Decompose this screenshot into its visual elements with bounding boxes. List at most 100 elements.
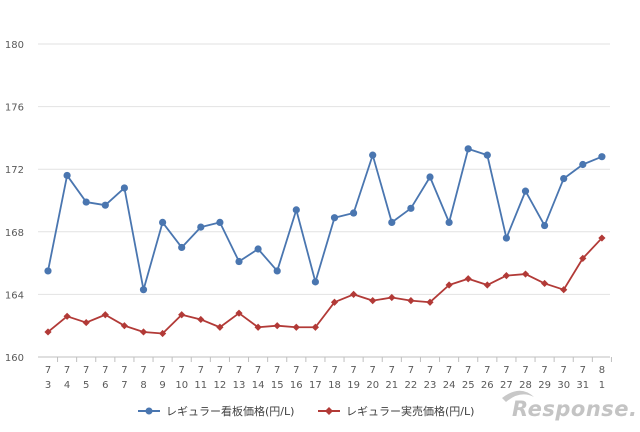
data-point-series-2 [426, 298, 434, 306]
data-point-series-2 [197, 315, 205, 324]
data-point-series-1 [579, 160, 587, 169]
data-point-series-2 [350, 290, 358, 298]
x-tick-label-day: 23 [424, 380, 437, 391]
legend: レギュラー看板価格(円/L) レギュラー実売価格(円/L) [138, 404, 474, 418]
data-point-series-2 [159, 329, 167, 338]
legend-label-series-1: レギュラー看板価格(円/L) [166, 404, 294, 418]
data-point-series-1 [139, 286, 148, 294]
data-point-series-1 [101, 201, 109, 209]
x-tick-label-day: 16 [290, 380, 303, 391]
x-tick-label-month: 7 [140, 365, 146, 376]
data-point-series-1 [82, 198, 90, 206]
x-tick-label-day: 29 [538, 380, 551, 391]
data-point-series-2 [330, 298, 339, 306]
data-point-series-2 [139, 328, 148, 336]
data-point-series-1 [560, 174, 568, 183]
data-point-series-2 [235, 309, 243, 317]
x-tick-label-month: 7 [45, 365, 51, 376]
data-point-series-2 [120, 322, 128, 330]
x-tick-label-day: 28 [519, 380, 532, 391]
x-tick-label-month: 7 [255, 365, 261, 376]
data-point-series-2 [254, 323, 262, 331]
x-tick-label-day: 18 [328, 380, 341, 391]
x-tick-label-month: 7 [370, 365, 376, 376]
data-point-series-2 [63, 312, 71, 320]
response-logo: Response. [502, 390, 638, 421]
x-tick-label-day: 3 [45, 380, 51, 391]
x-axis: 7374757677787971071171271371471571671771… [45, 357, 612, 391]
y-axis: 160 164 168 172 176 180 [5, 40, 24, 364]
data-point-series-2 [101, 311, 109, 319]
x-tick-label-day: 19 [347, 380, 360, 391]
data-point-series-1 [464, 145, 472, 153]
x-tick-label-month: 7 [159, 365, 165, 376]
x-tick-label-month: 7 [198, 365, 204, 376]
data-point-series-1 [63, 171, 71, 180]
x-tick-label-month: 7 [503, 365, 509, 376]
x-tick-label-day: 8 [140, 380, 146, 391]
data-point-series-1 [502, 234, 510, 242]
x-tick-label-day: 15 [271, 380, 284, 391]
data-point-series-1 [407, 204, 415, 212]
x-tick-label-month: 7 [446, 365, 452, 376]
data-point-series-2 [560, 286, 568, 294]
legend-marker-series-2 [325, 407, 333, 415]
x-tick-label-day: 22 [405, 380, 418, 391]
x-tick-label-month: 7 [179, 365, 185, 376]
y-tick-label: 160 [5, 353, 24, 364]
x-tick-label-day: 25 [462, 380, 475, 391]
legend-label-series-2: レギュラー実売価格(円/L) [346, 404, 474, 418]
data-point-series-2 [388, 293, 396, 302]
data-point-series-1 [311, 278, 319, 286]
x-tick-label-month: 7 [389, 365, 395, 376]
data-point-series-2 [369, 297, 377, 305]
x-tick-label-month: 7 [83, 365, 89, 376]
watermark-logo: Response. [512, 397, 638, 421]
x-tick-label-day: 26 [481, 380, 494, 391]
data-point-series-1 [598, 153, 606, 161]
data-point-series-2 [82, 318, 90, 327]
x-tick-label-month: 7 [64, 365, 70, 376]
y-tick-label: 180 [5, 40, 24, 51]
x-tick-label-day: 21 [385, 380, 398, 391]
data-point-series-1 [216, 218, 224, 227]
data-point-series-1 [273, 267, 281, 275]
y-tick-label: 176 [5, 103, 24, 114]
x-tick-label-month: 7 [293, 365, 299, 376]
x-tick-label-month: 7 [522, 365, 528, 376]
x-tick-label-month: 7 [408, 365, 414, 376]
data-point-series-2 [521, 270, 530, 278]
x-tick-label-day: 27 [500, 380, 513, 391]
x-tick-label-month: 7 [427, 365, 433, 376]
data-point-series-1 [541, 221, 549, 230]
x-tick-label-day: 20 [366, 380, 379, 391]
data-point-series-1 [369, 151, 377, 159]
x-tick-label-month: 7 [350, 365, 356, 376]
data-point-series-1 [44, 267, 52, 275]
data-point-series-2 [464, 275, 472, 283]
data-point-series-1 [254, 245, 262, 253]
x-tick-label-day: 12 [214, 380, 227, 391]
data-point-series-2 [311, 323, 319, 331]
data-point-series-1 [120, 184, 128, 192]
x-tick-label-month: 7 [312, 365, 318, 376]
data-point-series-2 [178, 311, 186, 319]
data-point-series-1 [521, 187, 530, 195]
data-point-series-1 [178, 243, 186, 252]
data-point-series-1 [445, 218, 453, 227]
data-point-series-2 [445, 281, 453, 289]
data-point-series-2 [598, 234, 606, 242]
series-line-1 [47, 147, 603, 291]
data-point-series-1 [426, 173, 434, 181]
x-tick-label-day: 24 [443, 380, 456, 391]
x-tick-label-month: 7 [102, 365, 108, 376]
x-tick-label-day: 5 [83, 380, 89, 391]
data-point-series-2 [483, 281, 491, 289]
x-tick-label-month: 7 [484, 365, 490, 376]
y-tick-label: 168 [5, 228, 24, 239]
data-point-series-1 [388, 218, 396, 227]
x-tick-label-month: 7 [331, 365, 337, 376]
x-tick-label-day: 30 [557, 380, 570, 391]
x-tick-label-month: 7 [561, 365, 567, 376]
